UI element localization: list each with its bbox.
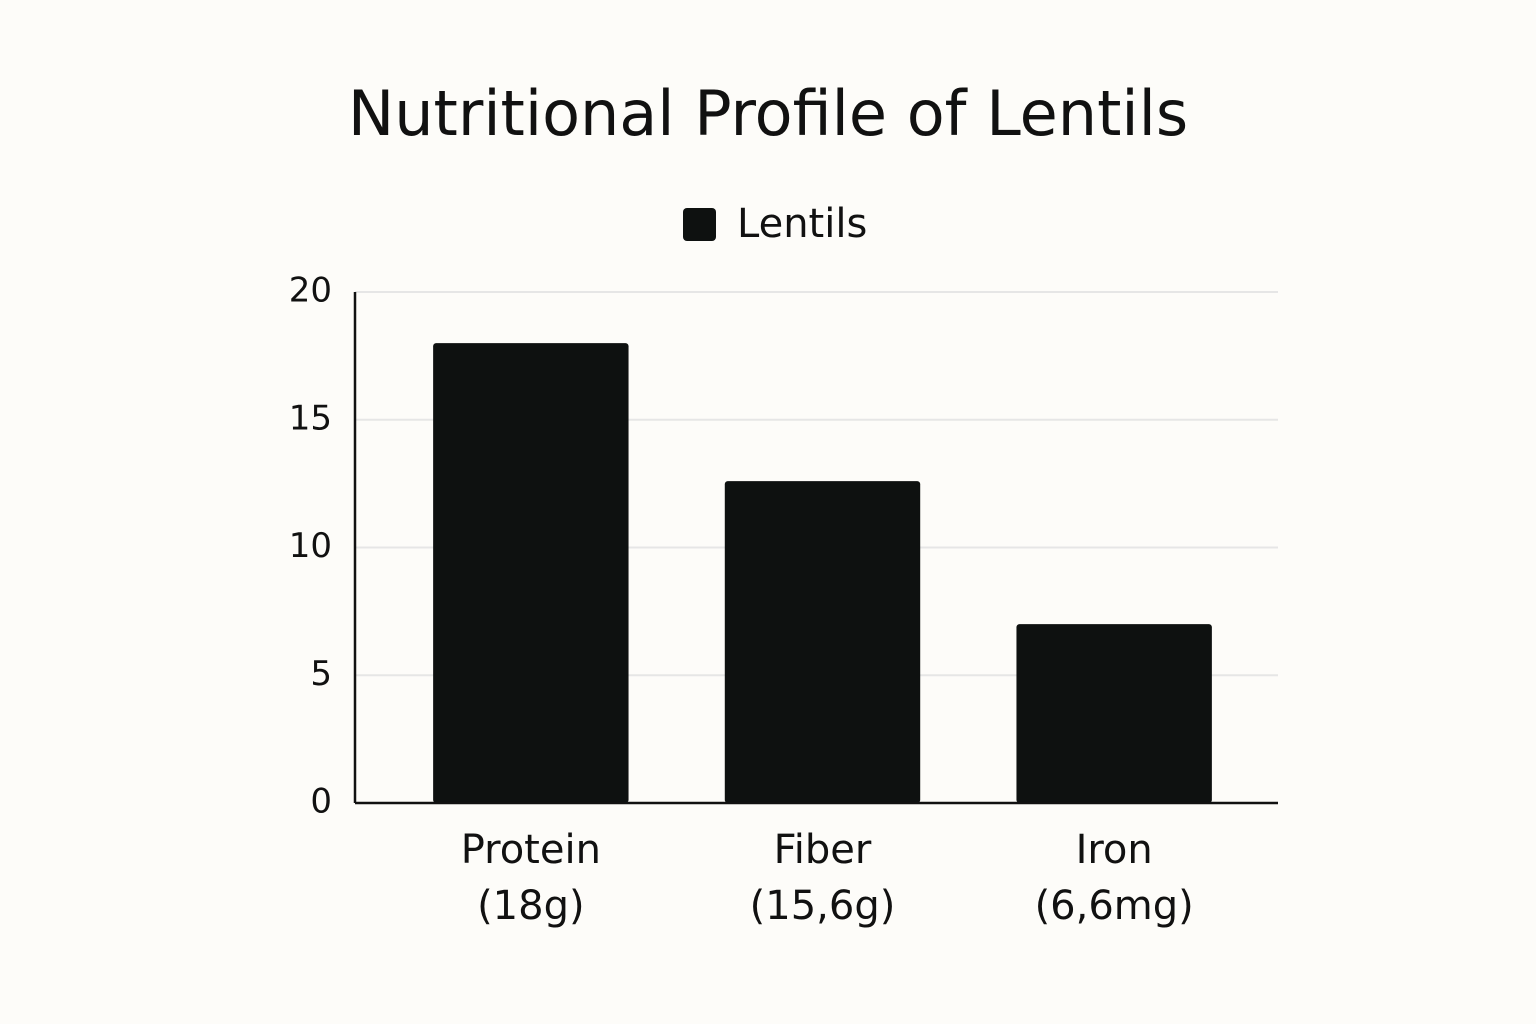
y-tick-label: 15 [289, 398, 332, 438]
y-tick-label: 10 [289, 526, 332, 566]
x-tick-label-line: (18g) [477, 883, 585, 929]
x-tick-label-line: (15,6g) [750, 883, 896, 929]
x-tick-label-line: Iron [1076, 827, 1153, 873]
x-tick-label: Iron (6,6mg) [1035, 827, 1194, 929]
x-tick-label: Fiber (15,6g) [750, 827, 896, 929]
chart-title: Nutritional Profile of Lentils [348, 77, 1188, 150]
y-tick-label: 5 [310, 654, 332, 694]
x-tick-label-line: (6,6mg) [1035, 883, 1194, 929]
bar [724, 481, 921, 803]
x-tick-label: Protein (18g) [461, 827, 601, 929]
bar [1016, 624, 1212, 803]
y-tick-label: 20 [289, 271, 332, 311]
bar [433, 343, 629, 803]
legend-label: Lentils [737, 201, 867, 247]
x-tick-label-line: Protein [461, 827, 601, 873]
legend-swatch [683, 208, 716, 241]
x-tick-label-line: Fiber [774, 827, 872, 873]
y-tick-label: 0 [310, 782, 332, 822]
